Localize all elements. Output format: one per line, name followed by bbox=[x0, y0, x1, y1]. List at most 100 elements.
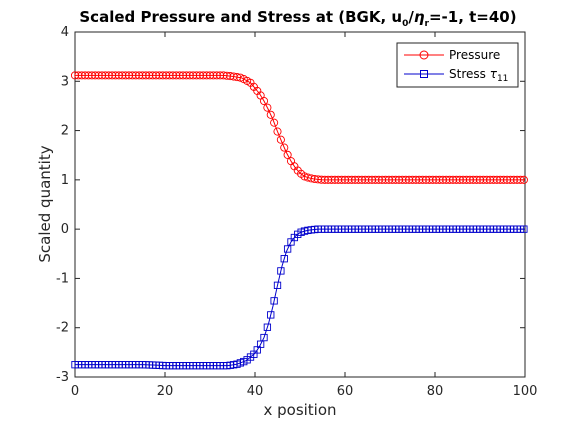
legend-box bbox=[396, 42, 519, 88]
axis-ticks: 0 20 40 60 80 100 4 3 2 1 0 -1 -2 -3 bbox=[56, 25, 537, 399]
data-point bbox=[381, 175, 390, 184]
data-point bbox=[330, 175, 339, 184]
x-tick-label: 0 bbox=[71, 384, 79, 399]
y-axis-label: Scaled quantity bbox=[36, 145, 54, 262]
data-point bbox=[516, 175, 525, 184]
data-point bbox=[378, 175, 387, 184]
data-point bbox=[398, 175, 407, 184]
x-tick-label: 60 bbox=[337, 384, 354, 399]
y-tick-label: -1 bbox=[56, 271, 69, 286]
data-point bbox=[270, 297, 278, 305]
data-point bbox=[354, 175, 363, 184]
data-point bbox=[472, 175, 481, 184]
data-point bbox=[499, 175, 508, 184]
data-point bbox=[486, 175, 495, 184]
series-layer bbox=[70, 71, 528, 370]
data-point bbox=[283, 150, 292, 159]
data-point bbox=[121, 71, 130, 80]
x-tick-label: 20 bbox=[157, 384, 174, 399]
data-point bbox=[425, 175, 434, 184]
data-point bbox=[340, 175, 350, 184]
data-point bbox=[357, 175, 366, 184]
data-point bbox=[334, 175, 343, 184]
data-point bbox=[320, 175, 329, 184]
data-point bbox=[266, 110, 275, 119]
data-point bbox=[280, 255, 288, 263]
y-tick-label: 1 bbox=[61, 173, 69, 188]
y-tick-label: 3 bbox=[61, 74, 69, 89]
data-point bbox=[462, 175, 471, 184]
data-point bbox=[347, 175, 356, 184]
data-point bbox=[479, 175, 488, 184]
data-point bbox=[259, 96, 269, 106]
data-point bbox=[277, 267, 285, 275]
series-line bbox=[75, 228, 525, 367]
data-point bbox=[418, 175, 427, 184]
x-tick-label: 100 bbox=[513, 384, 538, 399]
data-point bbox=[475, 175, 485, 184]
data-point bbox=[273, 281, 282, 289]
x-tick-label: 80 bbox=[427, 384, 444, 399]
data-point bbox=[438, 175, 447, 184]
data-point bbox=[401, 175, 410, 184]
series-pressure bbox=[70, 71, 528, 184]
series-stress bbox=[71, 225, 528, 370]
data-point bbox=[270, 118, 279, 127]
data-point bbox=[388, 175, 397, 184]
y-tick-label: 0 bbox=[61, 222, 69, 237]
data-point bbox=[405, 175, 414, 184]
data-point bbox=[280, 143, 289, 152]
data-point bbox=[327, 175, 336, 184]
data-point bbox=[428, 175, 437, 184]
data-point bbox=[267, 311, 275, 319]
data-point bbox=[492, 175, 501, 184]
data-point bbox=[459, 175, 468, 184]
y-tick-label: -2 bbox=[56, 321, 69, 336]
data-point bbox=[260, 333, 268, 342]
data-point bbox=[411, 175, 420, 184]
data-point bbox=[435, 175, 444, 184]
data-point bbox=[273, 127, 282, 136]
data-point bbox=[337, 175, 346, 184]
data-point bbox=[364, 175, 373, 184]
data-point bbox=[351, 175, 360, 184]
data-point bbox=[448, 175, 458, 184]
data-point bbox=[391, 175, 400, 184]
data-point bbox=[276, 135, 285, 144]
data-point bbox=[283, 245, 292, 253]
data-point bbox=[415, 175, 424, 184]
data-point bbox=[344, 175, 353, 184]
data-point bbox=[452, 175, 461, 184]
y-tick-label: 4 bbox=[61, 25, 69, 40]
chart-title: Scaled Pressure and Stress at (BGK, u0/η… bbox=[79, 8, 516, 29]
data-point bbox=[374, 175, 383, 184]
data-point bbox=[520, 225, 528, 233]
data-point bbox=[455, 175, 464, 184]
data-point bbox=[502, 175, 512, 184]
data-point bbox=[469, 175, 478, 184]
data-point bbox=[513, 175, 522, 184]
data-point bbox=[263, 103, 272, 112]
plot-area bbox=[74, 31, 526, 378]
data-point bbox=[394, 175, 404, 184]
data-point bbox=[384, 175, 393, 184]
legend: Pressure Stress τ11 bbox=[396, 42, 519, 88]
data-point bbox=[408, 175, 417, 184]
data-point bbox=[367, 175, 377, 184]
data-point bbox=[324, 175, 333, 184]
x-axis-label: x position bbox=[263, 401, 336, 419]
data-point bbox=[371, 175, 380, 184]
data-point bbox=[445, 175, 454, 184]
data-point bbox=[124, 71, 134, 80]
data-point bbox=[489, 175, 498, 184]
data-point bbox=[421, 175, 431, 184]
data-point bbox=[442, 175, 451, 184]
data-point bbox=[482, 175, 491, 184]
data-point bbox=[432, 175, 441, 184]
legend-stress-marker bbox=[420, 70, 428, 78]
data-point bbox=[263, 323, 272, 331]
data-point bbox=[519, 175, 528, 184]
y-tick-label: 2 bbox=[61, 124, 69, 139]
y-tick-label: -3 bbox=[56, 370, 69, 385]
